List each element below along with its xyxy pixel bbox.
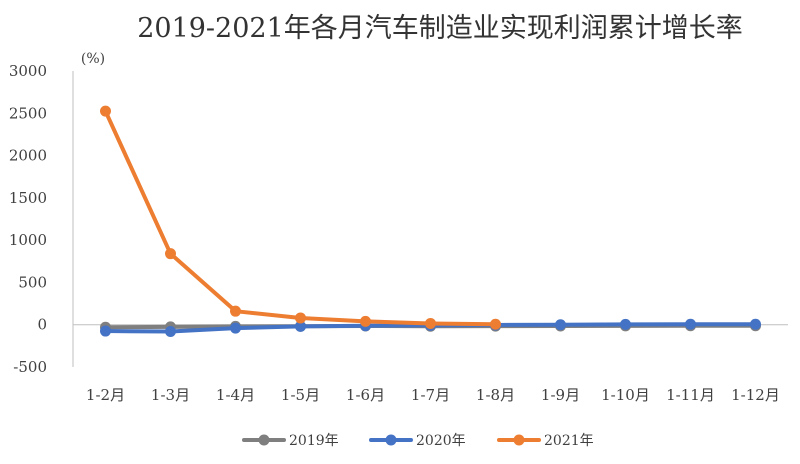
legend-label: 2020年 bbox=[416, 433, 466, 449]
data-point bbox=[100, 325, 111, 337]
data-point bbox=[750, 318, 761, 330]
y-tick-label: 3000 bbox=[9, 62, 47, 80]
chart-title: 2019-2021年各月汽车制造业实现利润累计增长率 bbox=[137, 13, 743, 44]
y-axis-unit-label: (%) bbox=[81, 51, 105, 67]
x-tick-label: 1-9月 bbox=[541, 386, 580, 404]
data-point bbox=[490, 318, 501, 330]
x-tick-label: 1-10月 bbox=[601, 386, 650, 404]
legend-swatch-marker bbox=[258, 434, 270, 446]
y-tick-label: 1500 bbox=[9, 189, 47, 207]
data-point bbox=[100, 105, 111, 117]
x-tick-label: 1-6月 bbox=[346, 386, 385, 404]
y-axis: -500 0 500 1000 1500 2000 2500 3000 bbox=[9, 62, 74, 376]
data-point bbox=[425, 317, 436, 329]
data-point bbox=[230, 322, 241, 334]
x-tick-label: 1-11月 bbox=[666, 386, 715, 404]
data-point bbox=[685, 318, 696, 330]
data-point bbox=[555, 319, 566, 331]
legend-item: 2019年 bbox=[242, 433, 339, 449]
legend-label: 2019年 bbox=[289, 433, 339, 449]
data-point bbox=[230, 305, 241, 317]
legend-swatch-marker bbox=[385, 434, 397, 446]
x-tick-label: 1-7月 bbox=[411, 386, 450, 404]
x-tick-label: 1-2月 bbox=[86, 386, 125, 404]
x-tick-label: 1-12月 bbox=[731, 386, 780, 404]
series-3 bbox=[100, 105, 501, 330]
data-point bbox=[295, 320, 306, 332]
data-point bbox=[165, 325, 176, 337]
data-point bbox=[295, 312, 306, 324]
y-tick-label: 500 bbox=[18, 273, 47, 291]
legend-swatch-marker bbox=[513, 434, 525, 446]
legend: 2019年 2020年 2021年 bbox=[242, 433, 594, 449]
legend-item: 2021年 bbox=[497, 433, 594, 449]
x-tick-label: 1-4月 bbox=[216, 386, 255, 404]
y-tick-label: 1000 bbox=[9, 231, 47, 249]
y-tick-label: 2000 bbox=[9, 147, 47, 165]
series-line bbox=[103, 109, 498, 327]
data-point bbox=[620, 318, 631, 330]
y-tick-label: -500 bbox=[13, 358, 47, 376]
x-tick-label: 1-8月 bbox=[476, 386, 515, 404]
x-axis: 1-2月 1-3月 1-4月 1-5月 1-6月 1-7月 1-8月 1-9月 1-10月 1-1… bbox=[73, 324, 788, 404]
data-point bbox=[165, 248, 176, 260]
x-tick-label: 1-3月 bbox=[151, 386, 190, 404]
data-point bbox=[360, 315, 371, 327]
y-tick-label: 2500 bbox=[9, 104, 47, 122]
x-tick-label: 1-5月 bbox=[281, 386, 320, 404]
legend-label: 2021年 bbox=[544, 433, 594, 449]
y-tick-label: 0 bbox=[37, 316, 47, 334]
legend-item: 2020年 bbox=[369, 433, 466, 449]
series-layer bbox=[100, 105, 761, 337]
